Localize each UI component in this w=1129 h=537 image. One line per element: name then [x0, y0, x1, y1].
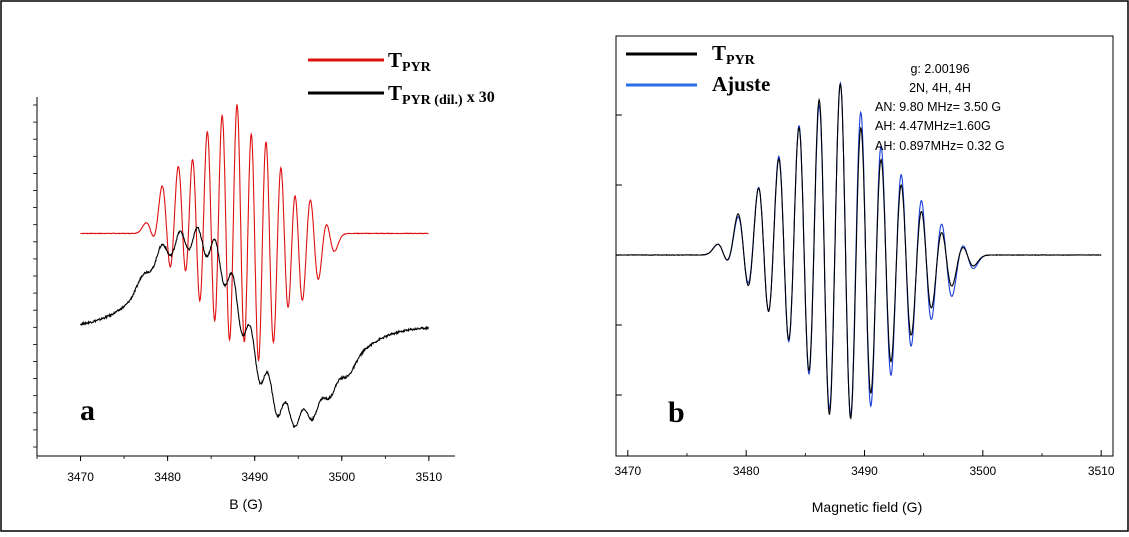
- panel-b-annotation: g: 2.00196 2N, 4H, 4H AN: 9.80 MHz= 3.50…: [875, 62, 1005, 153]
- legend-b-label-1: TPYR: [712, 41, 756, 68]
- panel-b-trace-tpyr: [615, 83, 1102, 420]
- panel-a-xtick-label: 3500: [328, 470, 355, 484]
- annot-ah2: AH: 0.897MHz= 0.32 G: [875, 139, 1005, 153]
- panel-b-traces: [615, 81, 1102, 420]
- panel-b: 3470 3480 3490 3500 3510 b Magnetic field (G…: [614, 35, 1115, 515]
- panel-b-xlabel: Magnetic field (G): [812, 499, 922, 515]
- annot-nuclei: 2N, 4H, 4H: [909, 81, 971, 95]
- panel-b-legend: TPYR Ajuste: [626, 41, 770, 96]
- panel-a-trace-tpyr-dil: [80, 226, 429, 428]
- panel-b-xtick-label: 3500: [969, 464, 996, 478]
- annot-g: g: 2.00196: [910, 62, 969, 76]
- panel-a-label: a: [80, 394, 95, 427]
- panel-a-xtick-label: 3470: [67, 470, 94, 484]
- panel-b-xtick-label: 3470: [614, 464, 641, 478]
- panel-a-xtick-label: 3480: [154, 470, 181, 484]
- legend-a-label-1: TPYR: [388, 48, 432, 75]
- annot-ah1: AH: 4.47MHz=1.60G: [875, 119, 991, 133]
- panel-a-xtick-label: 3490: [241, 470, 268, 484]
- legend-b-label-2: Ajuste: [712, 72, 770, 96]
- panel-a-xtick-label: 3510: [416, 470, 443, 484]
- panel-b-x-ticks: 3470 3480 3490 3500 3510: [614, 450, 1115, 478]
- panel-b-xtick-label: 3480: [733, 464, 760, 478]
- panel-a-legend: TPYR TPYR (dil.) x 30: [308, 48, 495, 108]
- panel-a-xlabel: B (G): [229, 496, 262, 512]
- panel-b-xtick-label: 3490: [851, 464, 878, 478]
- panel-a: 3470 3480 3490 3500 3510 a B (G) TPYR TPYR (…: [33, 48, 495, 512]
- panel-a-x-ticks: 3470 3480 3490 3500 3510: [36, 456, 443, 484]
- annot-an: AN: 9.80 MHz= 3.50 G: [875, 100, 1001, 114]
- panel-b-label: b: [668, 396, 685, 429]
- panel-a-trace-tpyr: [80, 103, 429, 363]
- panel-b-xtick-label: 3510: [1088, 464, 1115, 478]
- panel-a-traces: [80, 103, 429, 428]
- panel-a-y-ticks: [33, 104, 37, 448]
- legend-a-label-2: TPYR (dil.) x 30: [388, 81, 495, 108]
